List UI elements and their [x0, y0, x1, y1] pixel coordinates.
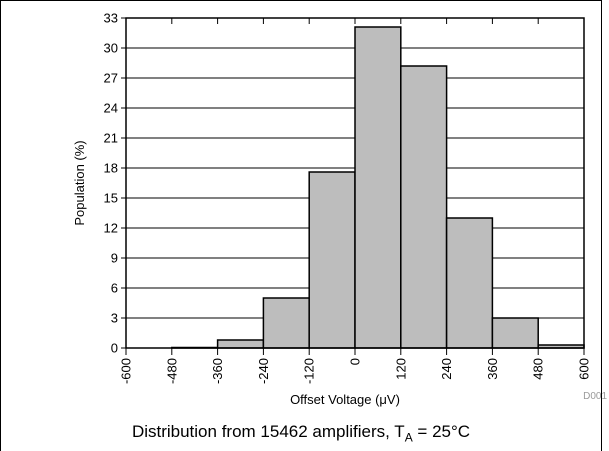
- x-tick-label--240: -240: [256, 358, 271, 384]
- y-tick-label-3: 3: [111, 311, 118, 326]
- x-tick-label--120: -120: [302, 358, 317, 384]
- y-tick-label-24: 24: [104, 101, 118, 116]
- bar--180: [262, 297, 310, 349]
- x-tick-labels: -600 -480 -360 -240 -120 0 120 240 360 480 600: [119, 358, 592, 384]
- x-axis-title: Offset Voltage (μV): [290, 392, 400, 407]
- caption-suffix: = 25°C: [412, 422, 471, 441]
- x-tick-label-0: 0: [348, 358, 363, 365]
- x-tick-label-240: 240: [439, 358, 454, 380]
- y-tick-label-18: 18: [104, 161, 118, 176]
- bar-300: [445, 217, 494, 349]
- y-tick-label-12: 12: [104, 221, 118, 236]
- bar--300: [216, 339, 265, 349]
- y-tick-label-15: 15: [104, 191, 118, 206]
- y-tick-labels: 0 3 6 9 12 15 18 21 24 27 30 33: [104, 11, 118, 356]
- x-tick-label--360: -360: [210, 358, 225, 384]
- y-tick-label-9: 9: [111, 251, 118, 266]
- figure-caption: Distribution from 15462 amplifiers, TA =…: [0, 422, 602, 444]
- bar-180: [400, 65, 448, 349]
- bar--60: [308, 171, 356, 349]
- plot-area-border: [125, 17, 585, 349]
- histogram-chart: 0 3 6 9 12 15 18 21 24 27 30 33 -600 -480 -360 -240 -12…: [72, 11, 607, 408]
- y-tick-label-27: 27: [104, 71, 118, 86]
- x-tick-label--600: -600: [119, 358, 134, 384]
- caption-subscript: A: [404, 430, 413, 445]
- bar-60: [354, 26, 402, 349]
- axis-ticks: [121, 17, 585, 355]
- histogram-bars: [171, 26, 585, 349]
- figure-code: D001: [583, 391, 607, 402]
- x-tick-label-600: 600: [577, 358, 592, 380]
- y-tick-label-0: 0: [111, 341, 118, 356]
- y-tick-label-30: 30: [104, 41, 118, 56]
- y-tick-label-6: 6: [111, 281, 118, 296]
- y-tick-label-21: 21: [104, 131, 118, 146]
- bar-420: [491, 317, 539, 349]
- y-axis-title: Population (%): [72, 140, 87, 225]
- x-tick-label--480: -480: [164, 358, 179, 384]
- x-tick-label-120: 120: [393, 358, 408, 380]
- caption-prefix: Distribution from 15462 amplifiers, T: [131, 422, 405, 441]
- y-tick-label-33: 33: [104, 11, 118, 26]
- x-tick-label-480: 480: [531, 358, 546, 380]
- x-tick-label-360: 360: [485, 358, 500, 380]
